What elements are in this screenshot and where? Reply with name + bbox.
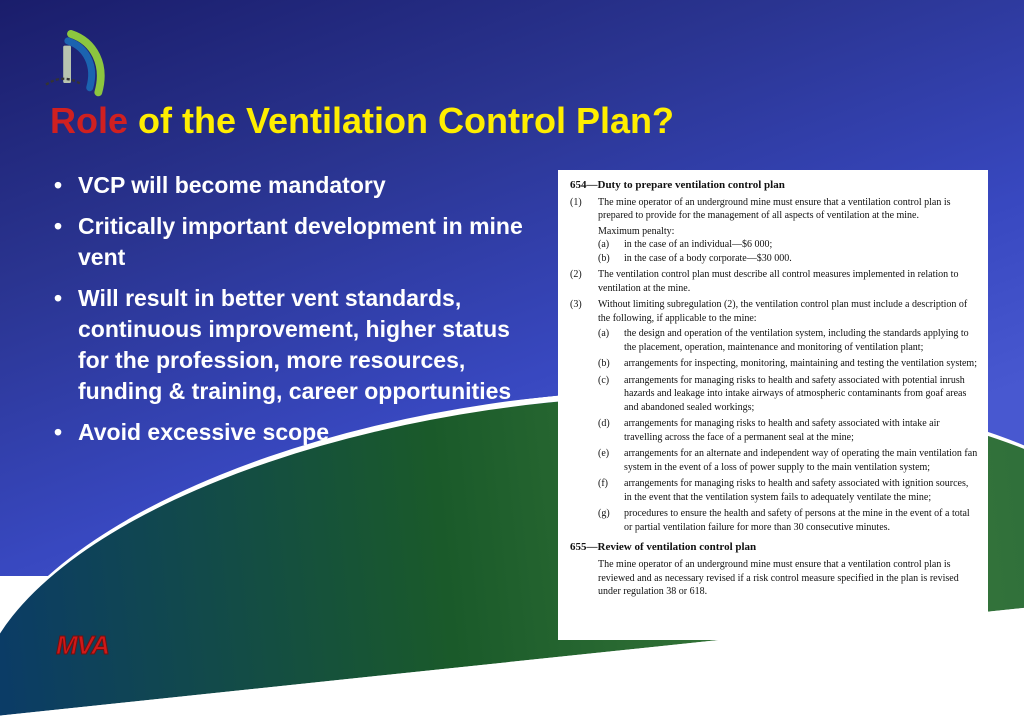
clause-num: (3)	[570, 298, 598, 325]
bullet-list: VCP will become mandatory Critically imp…	[50, 170, 540, 640]
item-v: arrangements for inspecting, monitoring,…	[624, 357, 978, 371]
item-k: (e)	[598, 447, 624, 474]
title-word1: Role	[50, 100, 128, 141]
reg-654-2: (2) The ventilation control plan must de…	[570, 268, 978, 295]
item-v: arrangements for an alternate and indepe…	[624, 447, 978, 474]
item-v: arrangements for managing risks to healt…	[624, 477, 978, 504]
bullet-item: Will result in better vent standards, co…	[50, 283, 540, 407]
reg-654-1: (1) The mine operator of an underground …	[570, 196, 978, 223]
bullet-item: Avoid excessive scope	[50, 417, 540, 448]
corner-logo-icon	[32, 30, 110, 108]
reg-654-heading: 654—Duty to prepare ventilation control …	[570, 178, 978, 193]
reg-655-heading: 655—Review of ventilation control plan	[570, 540, 978, 555]
clause-num: (2)	[570, 268, 598, 295]
reg-654-3-items: (a)the design and operation of the venti…	[598, 327, 978, 534]
item-k: (b)	[598, 357, 624, 371]
penalty-label: Maximum penalty:	[598, 225, 978, 239]
item-k: (f)	[598, 477, 624, 504]
item-k: (g)	[598, 507, 624, 534]
regulation-excerpt: 654—Duty to prepare ventilation control …	[558, 170, 988, 640]
item-v: arrangements for managing risks to healt…	[624, 374, 978, 415]
pen-b-v: in the case of a body corporate—$30 000.	[624, 252, 978, 266]
item-v: procedures to ensure the health and safe…	[624, 507, 978, 534]
bullet-item: VCP will become mandatory	[50, 170, 540, 201]
item-v: the design and operation of the ventilat…	[624, 327, 978, 354]
reg-654-1-penalty: Maximum penalty: (a)in the case of an in…	[598, 225, 978, 266]
bullet-item: Critically important development in mine…	[50, 211, 540, 273]
clause-num	[570, 558, 598, 599]
mva-logo: MVA	[56, 630, 994, 661]
clause-text: The mine operator of an underground mine…	[598, 196, 978, 223]
reg-655-body: The mine operator of an underground mine…	[570, 558, 978, 599]
clause-text: The mine operator of an underground mine…	[598, 558, 978, 599]
slide: Role of the Ventilation Control Plan? VC…	[0, 0, 1024, 576]
content-row: VCP will become mandatory Critically imp…	[50, 170, 988, 640]
pen-a-k: (a)	[598, 238, 624, 252]
reg-654-3: (3) Without limiting subregulation (2), …	[570, 298, 978, 325]
item-k: (c)	[598, 374, 624, 415]
clause-text: The ventilation control plan must descri…	[598, 268, 978, 295]
title-rest: of the Ventilation Control Plan?	[128, 100, 674, 141]
slide-title: Role of the Ventilation Control Plan?	[50, 100, 988, 142]
item-k: (d)	[598, 417, 624, 444]
pen-b-k: (b)	[598, 252, 624, 266]
clause-num: (1)	[570, 196, 598, 223]
item-k: (a)	[598, 327, 624, 354]
pen-a-v: in the case of an individual—$6 000;	[624, 238, 978, 252]
clause-text: Without limiting subregulation (2), the …	[598, 298, 978, 325]
item-v: arrangements for managing risks to healt…	[624, 417, 978, 444]
